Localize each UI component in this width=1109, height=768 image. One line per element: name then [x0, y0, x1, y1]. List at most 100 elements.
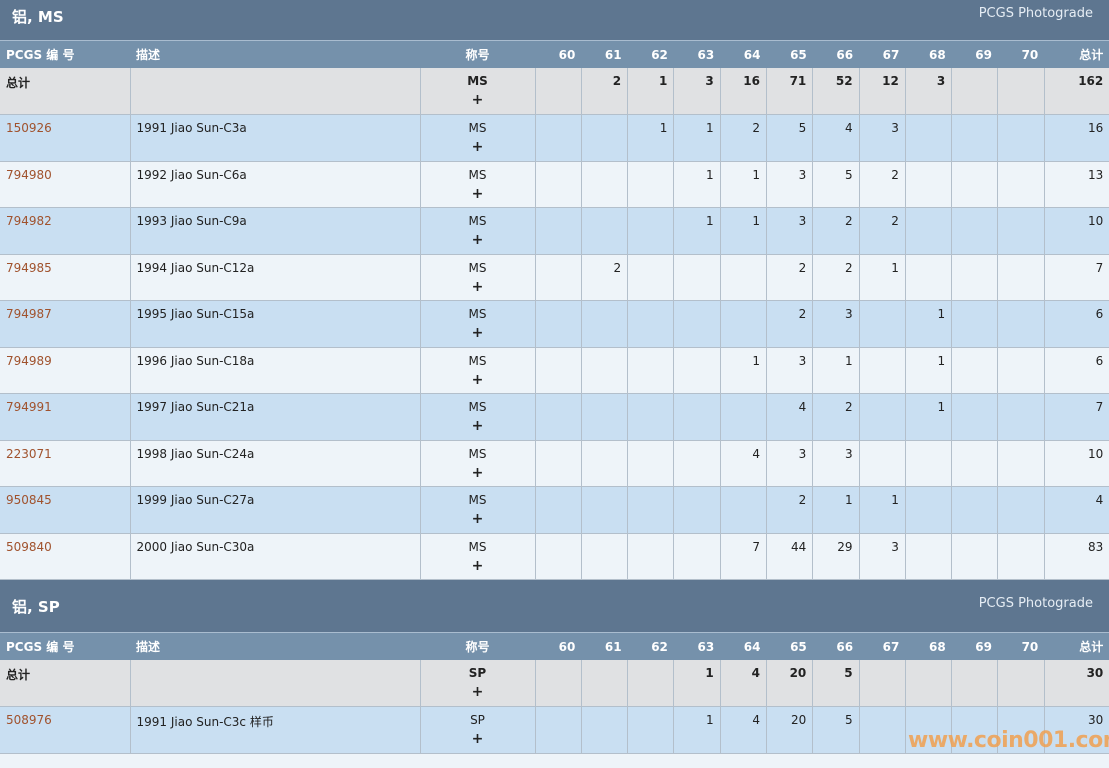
- description-cell: 1999 Jiao Sun-C27a: [129, 486, 420, 534]
- header-grade[interactable]: 62: [627, 632, 674, 660]
- row-total: 4: [1043, 486, 1109, 534]
- grade-count-cell: [997, 393, 1045, 441]
- plus-toggle[interactable]: +: [471, 325, 484, 341]
- grade-count-cell: 4: [719, 660, 767, 707]
- pcgs-number-link[interactable]: 950845: [6, 493, 52, 507]
- description-cell: 1991 Jiao Sun-C3a: [129, 114, 420, 162]
- header-grade[interactable]: 60: [535, 40, 582, 68]
- grade-count-cell: [580, 533, 628, 580]
- table-row: 794985 1994 Jiao Sun-C12a MS +2 2 2 1 7: [0, 254, 1109, 301]
- photograde-link[interactable]: PCGS Photograde: [978, 596, 1093, 611]
- header-grade[interactable]: 67: [859, 40, 906, 68]
- grade-count-cell: [534, 161, 582, 208]
- pcgs-number-link[interactable]: 794989: [6, 353, 52, 368]
- grade-count-cell: 1: [673, 660, 721, 707]
- table-row: 508976 1991 Jiao Sun-C3c 样币 SP +1 4 20 5 30: [0, 706, 1109, 754]
- description-cell: 2000 Jiao Sun-C30a: [129, 533, 420, 580]
- table-row: 150926 1991 Jiao Sun-C3a MS +1 1 2 5 4 3 16: [0, 114, 1109, 162]
- plus-toggle[interactable]: +: [471, 511, 484, 527]
- pcgs-number-link[interactable]: 794982: [6, 214, 52, 228]
- pcgs-cell: 950845: [0, 486, 130, 534]
- pcgs-cell: 508976: [0, 706, 130, 754]
- grade-count-cell: 2: [719, 114, 767, 162]
- description-cell: 1996 Jiao Sun-C18a: [129, 347, 420, 394]
- grade-count-cell: [534, 486, 582, 534]
- plus-toggle[interactable]: +: [471, 557, 484, 574]
- grade-count-cell: [580, 347, 628, 394]
- grade-count-cell: [951, 533, 998, 580]
- header-pcgs-no[interactable]: PCGS 编 号: [0, 632, 130, 660]
- pcgs-number-link[interactable]: 509840: [6, 539, 52, 554]
- header-designation[interactable]: 称号: [420, 632, 535, 660]
- total-row: 总计 SP +1 4 20 5 30: [0, 660, 1109, 707]
- grade-count-cell: 2: [812, 207, 860, 255]
- pcgs-cell: 总计: [0, 68, 130, 115]
- header-grade[interactable]: 61: [581, 40, 628, 68]
- grade-count-cell: [997, 440, 1045, 487]
- pcgs-number-link[interactable]: 794987: [6, 307, 52, 321]
- header-grade[interactable]: 68: [905, 632, 952, 660]
- pcgs-number-link[interactable]: 223071: [6, 446, 52, 461]
- grade-count-cell: [951, 706, 998, 754]
- header-total[interactable]: 总计: [1044, 632, 1109, 660]
- header-grade[interactable]: 68: [905, 40, 952, 68]
- header-description[interactable]: 描述: [130, 632, 420, 660]
- grade-count-cell: [580, 660, 628, 707]
- plus-toggle[interactable]: +: [471, 92, 484, 108]
- description-cell: [129, 660, 420, 707]
- photograde-link[interactable]: PCGS Photograde: [978, 6, 1093, 21]
- header-designation[interactable]: 称号: [420, 40, 535, 68]
- plus-toggle[interactable]: +: [471, 464, 484, 481]
- plus-toggle[interactable]: +: [471, 278, 484, 295]
- table-row: 794989 1996 Jiao Sun-C18a MS +1 3 1 1 6: [0, 347, 1109, 394]
- plus-toggle[interactable]: +: [471, 139, 484, 155]
- designation: MS: [468, 260, 487, 275]
- description-cell: 1997 Jiao Sun-C21a: [129, 393, 420, 441]
- header-description[interactable]: 描述: [130, 40, 420, 68]
- plus-toggle[interactable]: +: [471, 371, 484, 388]
- row-total: 83: [1043, 533, 1109, 580]
- plus-toggle[interactable]: +: [471, 731, 484, 747]
- row-total: 30: [1043, 706, 1109, 754]
- header-grade[interactable]: 63: [673, 632, 721, 660]
- header-pcgs-no[interactable]: PCGS 编 号: [0, 40, 130, 68]
- pcgs-number-link[interactable]: 508976: [6, 713, 52, 727]
- header-grade[interactable]: 66: [812, 632, 860, 660]
- header-grade[interactable]: 65: [766, 632, 813, 660]
- grade-count-cell: [580, 440, 628, 487]
- header-grade[interactable]: 69: [951, 632, 998, 660]
- header-grade[interactable]: 67: [859, 632, 906, 660]
- pcgs-number-link[interactable]: 794980: [6, 167, 52, 182]
- header-total[interactable]: 总计: [1044, 40, 1109, 68]
- grade-count-cell: [904, 440, 952, 487]
- pcgs-number-link[interactable]: 794985: [6, 260, 52, 275]
- header-grade[interactable]: 70: [997, 40, 1045, 68]
- grade-count-cell: 12: [858, 68, 906, 115]
- plus-toggle[interactable]: +: [471, 185, 484, 202]
- header-grade[interactable]: 70: [997, 632, 1045, 660]
- description: 1991 Jiao Sun-C3c 样币: [136, 715, 274, 729]
- header-grade[interactable]: 66: [812, 40, 860, 68]
- header-grade[interactable]: 64: [720, 632, 767, 660]
- header-grade[interactable]: 62: [627, 40, 674, 68]
- pcgs-number-link[interactable]: 150926: [6, 121, 52, 135]
- pcgs-number-link[interactable]: 794991: [6, 400, 52, 414]
- plus-toggle[interactable]: +: [471, 232, 484, 248]
- description-cell: 1995 Jiao Sun-C15a: [129, 300, 420, 348]
- header-grade[interactable]: 63: [673, 40, 721, 68]
- row-total: 10: [1043, 440, 1109, 487]
- plus-toggle[interactable]: +: [471, 684, 484, 700]
- grade-count-cell: 1: [673, 207, 721, 255]
- header-grade[interactable]: 61: [581, 632, 628, 660]
- plus-toggle[interactable]: +: [471, 418, 484, 434]
- grade-count-cell: 20: [765, 706, 813, 754]
- grade-count-cell: 3: [812, 440, 860, 487]
- header-grade[interactable]: 64: [720, 40, 767, 68]
- description: 1993 Jiao Sun-C9a: [136, 214, 247, 228]
- grade-count-cell: [627, 161, 674, 208]
- header-grade[interactable]: 69: [951, 40, 998, 68]
- grade-count-cell: [627, 347, 674, 394]
- header-grade[interactable]: 60: [535, 632, 582, 660]
- header-grade[interactable]: 65: [766, 40, 813, 68]
- grade-count-cell: 1: [673, 114, 721, 162]
